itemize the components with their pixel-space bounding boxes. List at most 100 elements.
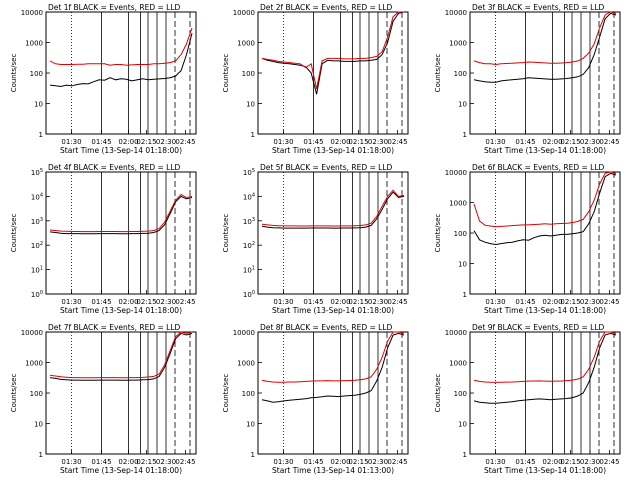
x-tick-label: 02:30 — [368, 298, 388, 306]
detector-panel: Det 4f BLACK = Events, RED = LLD 100 101 10… — [10, 163, 197, 315]
x-tick-label: 01:30 — [273, 458, 293, 466]
y-axis-label: Counts/sec — [10, 374, 18, 413]
x-tick-label: 02:00 — [330, 298, 350, 306]
x-tick-label: 01:30 — [61, 458, 81, 466]
y-axis-label: Counts/sec — [434, 54, 442, 93]
y-tick-label: 1 — [463, 131, 467, 139]
panel-title: Det 9f BLACK = Events, RED = LLD — [472, 323, 605, 332]
x-axis-label: Start Time (13-Sep-14 01:13:00) — [272, 466, 394, 475]
x-tick-label: 02:30 — [580, 458, 600, 466]
x-tick-label: 01:45 — [91, 458, 111, 466]
y-tick-label: 100 — [30, 390, 43, 398]
x-tick-label: 02:00 — [118, 298, 138, 306]
x-tick-label: 01:45 — [303, 138, 323, 146]
x-tick-label: 02:00 — [542, 298, 562, 306]
y-tick-label: 100 — [242, 70, 255, 78]
lld-series-line — [473, 11, 617, 66]
x-tick-label: 02:45 — [599, 298, 619, 306]
y-tick-label: 103 — [243, 217, 255, 226]
y-tick-label: 1000 — [449, 360, 467, 368]
y-axis-label: Counts/sec — [10, 54, 18, 93]
x-tick-label: 02:00 — [330, 458, 350, 466]
y-axis-label: Counts/sec — [434, 214, 442, 253]
y-tick-label: 10000 — [21, 329, 43, 337]
plot-frame — [469, 11, 621, 135]
y-tick-label: 101 — [31, 266, 43, 275]
lld-series-line — [473, 171, 617, 228]
y-axis-label: Counts/sec — [222, 214, 230, 253]
y-tick-label: 101 — [243, 266, 255, 275]
x-axis-label: Start Time (13-Sep-14 01:18:00) — [272, 306, 394, 315]
x-tick-label: 02:15 — [136, 138, 156, 146]
y-tick-label: 10 — [246, 101, 255, 109]
y-tick-label: 1 — [463, 291, 467, 299]
x-tick-label: 02:45 — [387, 458, 407, 466]
plot-frame — [257, 171, 409, 295]
x-tick-label: 02:00 — [118, 458, 138, 466]
plot-frame — [45, 331, 197, 455]
x-tick-label: 01:30 — [61, 138, 81, 146]
y-axis-label: Counts/sec — [434, 374, 442, 413]
events-series-line — [473, 12, 617, 83]
x-tick-label: 02:15 — [348, 138, 368, 146]
y-axis-label: Counts/sec — [10, 214, 18, 253]
x-tick-label: 02:00 — [542, 138, 562, 146]
x-tick-label: 01:45 — [91, 138, 111, 146]
x-tick-label: 02:30 — [156, 298, 176, 306]
y-tick-label: 1000 — [237, 360, 255, 368]
x-axis-label: Start Time (13-Sep-14 01:18:00) — [272, 146, 394, 155]
lld-series-line — [261, 11, 404, 90]
y-tick-label: 104 — [243, 192, 255, 201]
x-tick-label: 02:15 — [560, 138, 580, 146]
y-tick-label: 10 — [34, 421, 43, 429]
plot-frame — [45, 171, 197, 295]
y-tick-label: 10 — [458, 421, 467, 429]
y-tick-label: 105 — [31, 168, 43, 177]
lld-series-line — [49, 27, 193, 66]
y-tick-label: 100 — [243, 290, 255, 299]
y-tick-label: 100 — [242, 390, 255, 398]
x-tick-label: 02:45 — [175, 458, 195, 466]
x-tick-label: 02:30 — [368, 458, 388, 466]
x-tick-label: 02:45 — [387, 298, 407, 306]
x-tick-label: 02:45 — [175, 138, 195, 146]
panel-title: Det 7f BLACK = Events, RED = LLD — [48, 323, 181, 332]
x-axis-label: Start Time (13-Sep-14 01:18:00) — [60, 146, 182, 155]
x-axis-label: Start Time (13-Sep-14 01:18:00) — [484, 306, 606, 315]
x-tick-label: 02:00 — [330, 138, 350, 146]
x-tick-label: 02:30 — [156, 458, 176, 466]
panel-title: Det 1f BLACK = Events, RED = LLD — [48, 3, 181, 12]
x-tick-label: 01:45 — [303, 298, 323, 306]
y-tick-label: 10000 — [445, 9, 467, 17]
y-axis-label: Counts/sec — [222, 54, 230, 93]
events-series-line — [49, 195, 193, 235]
events-series-line — [49, 332, 193, 381]
events-series-line — [261, 191, 405, 229]
y-tick-label: 1000 — [449, 200, 467, 208]
y-tick-label: 103 — [31, 217, 43, 226]
y-tick-label: 10000 — [233, 329, 255, 337]
y-tick-label: 105 — [243, 168, 255, 177]
lld-series-line — [49, 193, 193, 233]
y-tick-label: 100 — [454, 70, 467, 78]
y-tick-label: 102 — [243, 241, 255, 250]
panel-title: Det 4f BLACK = Events, RED = LLD — [48, 163, 181, 172]
y-tick-label: 1000 — [25, 40, 43, 48]
y-tick-label: 10000 — [445, 169, 467, 177]
x-tick-label: 01:30 — [61, 298, 81, 306]
events-series-line — [473, 332, 617, 404]
x-tick-label: 01:45 — [515, 138, 535, 146]
panel-title: Det 6f BLACK = Events, RED = LLD — [472, 163, 605, 172]
y-tick-label: 100 — [30, 70, 43, 78]
x-tick-label: 01:30 — [485, 298, 505, 306]
x-tick-label: 02:30 — [368, 138, 388, 146]
detector-panel: Det 1f BLACK = Events, RED = LLD 1 10 100 10… — [10, 3, 197, 155]
y-tick-label: 102 — [31, 241, 43, 250]
detector-panel: Det 8f BLACK = Events, RED = LLD 1 10 100 10… — [222, 323, 409, 475]
x-tick-label: 02:45 — [175, 298, 195, 306]
y-axis-label: Counts/sec — [222, 374, 230, 413]
x-tick-label: 02:45 — [599, 458, 619, 466]
panel-title: Det 5f BLACK = Events, RED = LLD — [260, 163, 393, 172]
y-tick-label: 10000 — [445, 329, 467, 337]
lld-series-line — [261, 189, 405, 227]
